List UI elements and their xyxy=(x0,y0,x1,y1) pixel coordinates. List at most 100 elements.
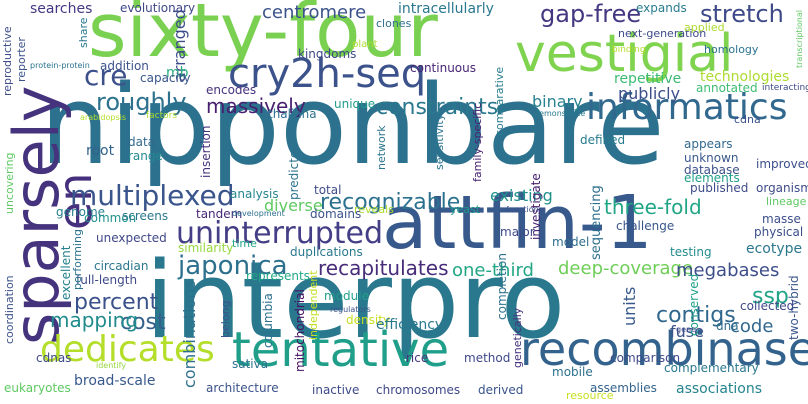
word-reproductive: reproductive xyxy=(1,26,14,96)
word-cry2h-seq: cry2h-seq xyxy=(228,51,427,97)
word-insertion: insertion xyxy=(199,125,213,179)
word-unique: unique xyxy=(334,97,376,111)
word-capacity: capacity xyxy=(140,71,191,85)
word-published: published xyxy=(690,181,749,195)
word-centromere: centromere xyxy=(262,2,367,23)
word-searches: searches xyxy=(30,1,93,17)
word-complementary: complementary xyxy=(664,361,759,375)
word-cre: cre xyxy=(84,59,128,92)
word-database: database xyxy=(684,163,740,177)
word-dna: dna xyxy=(716,319,739,333)
word-contigs: contigs xyxy=(656,303,736,328)
word-attfin-1: attfin-1 xyxy=(382,180,653,266)
word-network: network xyxy=(375,125,388,170)
word-duplications: duplications xyxy=(290,245,363,259)
word-roughly: roughly xyxy=(96,88,187,116)
word-represents: represents xyxy=(246,269,310,283)
word-screens: screens xyxy=(122,209,169,223)
word-columbia: columbia xyxy=(261,293,275,348)
word-challenge: challenge xyxy=(616,219,675,233)
word-evolutionary: evolutionary xyxy=(120,1,196,15)
word-technologies: technologies xyxy=(700,69,790,85)
word-broad-scale: broad-scale xyxy=(74,373,156,389)
word-next-generation: next-generation xyxy=(618,27,707,40)
word-tentative: tentative xyxy=(232,322,450,378)
word-binding: binding xyxy=(612,45,646,55)
word-clones: clones xyxy=(376,17,412,30)
word-testing: testing xyxy=(670,245,712,259)
word-units: units xyxy=(620,286,639,326)
word-genome: genome xyxy=(56,205,106,219)
word-uninterrupted: uninterrupted xyxy=(176,216,384,251)
word-megabases: megabases xyxy=(676,260,780,281)
word-sensitivity: sensitivity xyxy=(433,113,446,170)
word-reveals: reveals xyxy=(354,203,394,216)
word-publicly: publicly xyxy=(618,84,681,103)
word-nipponbare: nipponbare xyxy=(40,61,665,189)
word-rice: rice xyxy=(406,351,429,365)
word-constraints: constraints xyxy=(376,95,499,120)
word-informatics: informatics xyxy=(586,87,788,128)
word-binary: binary xyxy=(532,92,583,111)
word-cdnas: cdnas xyxy=(36,351,72,365)
word-functions: functions xyxy=(506,205,543,214)
word-plant: plant xyxy=(352,39,378,50)
word-one-third: one-third xyxy=(452,260,534,281)
word-sixty-four: sixty-four xyxy=(88,0,438,74)
word-intracellularly: intracellularly xyxy=(398,1,494,17)
word-density: density xyxy=(346,313,390,327)
word-cdna: cdna xyxy=(734,113,761,126)
word-analysis: analysis xyxy=(230,187,279,201)
word-comparison: comparison xyxy=(610,351,681,365)
word-unknown: unknown xyxy=(684,151,739,165)
word-range: range xyxy=(128,149,163,163)
word-expands: expands xyxy=(636,1,687,15)
word-massively: massively xyxy=(206,94,306,118)
word-three-fold: three-fold xyxy=(604,195,702,219)
word-uncovering: uncovering xyxy=(3,152,16,214)
word-yeast: yeast xyxy=(450,203,481,216)
word-recombinase: recombinase xyxy=(520,322,808,376)
word-multiplexed: multiplexed xyxy=(70,179,235,212)
word-belong: belong xyxy=(219,300,232,339)
word-cost: cost xyxy=(120,310,166,335)
word-demonstrate: demonstrate xyxy=(534,109,586,118)
word-mitochondrial: mitochondrial xyxy=(293,289,307,372)
word-code: code xyxy=(730,316,774,337)
word-dedicates: dedicates xyxy=(40,329,215,370)
word-encodes: encodes xyxy=(206,83,257,97)
word-deep-coverage: deep-coverage xyxy=(558,258,694,279)
word-resource: resource xyxy=(566,389,614,402)
word-recapitulates: recapitulates xyxy=(318,256,449,280)
word-share: share xyxy=(77,17,90,49)
word-eukaryotes: eukaryotes xyxy=(4,381,71,395)
word-sativa: sativa xyxy=(232,357,269,371)
word-factors: factors xyxy=(146,111,178,121)
word-inactive: inactive xyxy=(312,383,360,397)
word-appears: appears xyxy=(684,137,733,151)
word-thaliana: thaliana xyxy=(268,107,317,121)
word-efficiency: efficiency xyxy=(376,317,444,333)
word-organism: organism xyxy=(756,181,808,195)
word-full-length: full-length xyxy=(76,273,138,287)
word-kingdoms: kingdoms xyxy=(298,47,357,61)
word-elements: elements xyxy=(684,171,740,185)
word-chromosomes: chromosomes xyxy=(376,383,461,397)
word-data: data xyxy=(128,135,156,149)
word-regulators: regulators xyxy=(330,305,371,314)
word-collected: collected xyxy=(740,299,795,313)
word-continuous: continuous xyxy=(410,61,476,75)
word-model: model xyxy=(552,235,590,249)
word-applied: applied xyxy=(684,21,725,34)
word-repetitive: repetitive xyxy=(614,71,682,87)
word-time: time xyxy=(232,237,257,250)
word-improved: improved xyxy=(756,157,808,171)
word-common: common xyxy=(84,211,137,225)
word-fuse: fuse xyxy=(670,322,704,341)
word-combinations: combinations xyxy=(180,280,199,388)
word-annotated: annotated xyxy=(696,81,758,95)
word-ecotype: ecotype xyxy=(746,241,803,257)
word-independent: independent xyxy=(307,270,320,340)
word-arabidopsis: arabidopsis xyxy=(80,113,127,122)
